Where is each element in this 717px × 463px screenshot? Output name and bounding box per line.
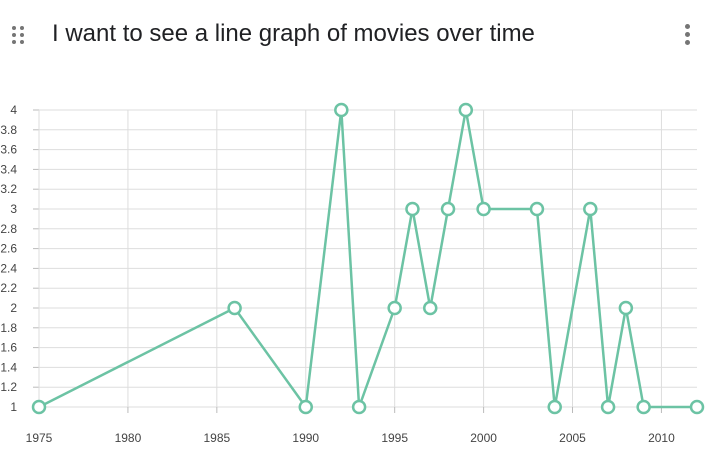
- data-point: [618, 300, 634, 316]
- y-tick-label: 2.4: [0, 261, 17, 275]
- data-point: [387, 300, 402, 316]
- y-tick-label: 3.8: [0, 123, 17, 137]
- y-tick-label: 3: [10, 202, 17, 216]
- card-header: I want to see a line graph of movies ove…: [0, 0, 717, 72]
- data-point: [689, 399, 705, 415]
- data-point: [351, 399, 367, 415]
- y-tick-label: 4: [10, 103, 17, 117]
- data-point: [458, 102, 474, 118]
- y-tick-label: 2.8: [0, 222, 17, 236]
- more-vert-icon[interactable]: [680, 24, 694, 48]
- x-tick-label: 2010: [648, 431, 675, 445]
- x-tick-label: 2005: [559, 431, 586, 445]
- data-point: [31, 399, 47, 415]
- data-point: [227, 300, 242, 316]
- data-point: [334, 102, 349, 118]
- data-point: [440, 201, 456, 217]
- y-tick-label: 1.8: [0, 321, 17, 335]
- data-point: [636, 399, 651, 415]
- x-tick-label: 1990: [292, 431, 319, 445]
- data-point: [600, 399, 616, 415]
- y-tick-label: 3.4: [0, 162, 17, 176]
- data-point: [529, 201, 545, 217]
- y-tick-label: 1.6: [0, 341, 17, 355]
- y-tick-label: 1.2: [0, 380, 17, 394]
- chart-title: I want to see a line graph of movies ove…: [52, 20, 535, 47]
- y-tick-label: 1: [10, 400, 17, 414]
- y-tick-label: 3.6: [0, 143, 17, 157]
- data-point: [298, 399, 314, 415]
- data-point: [476, 201, 491, 217]
- y-tick-label: 3.2: [0, 182, 17, 196]
- y-tick-label: 2.6: [0, 242, 17, 256]
- x-tick-label: 1995: [381, 431, 408, 445]
- y-tick-label: 2: [10, 301, 17, 315]
- x-tick-label: 1975: [26, 431, 53, 445]
- data-point: [583, 201, 598, 217]
- y-tick-label: 1.4: [0, 360, 17, 374]
- data-point: [547, 399, 562, 415]
- x-tick-label: 1985: [203, 431, 230, 445]
- y-tick-label: 2.2: [0, 281, 17, 295]
- drag-handle-icon[interactable]: [12, 26, 26, 46]
- x-tick-label: 1980: [115, 431, 142, 445]
- series-line: [38, 108, 697, 409]
- data-point: [422, 300, 438, 316]
- data-point: [405, 201, 420, 217]
- x-tick-label: 2000: [470, 431, 497, 445]
